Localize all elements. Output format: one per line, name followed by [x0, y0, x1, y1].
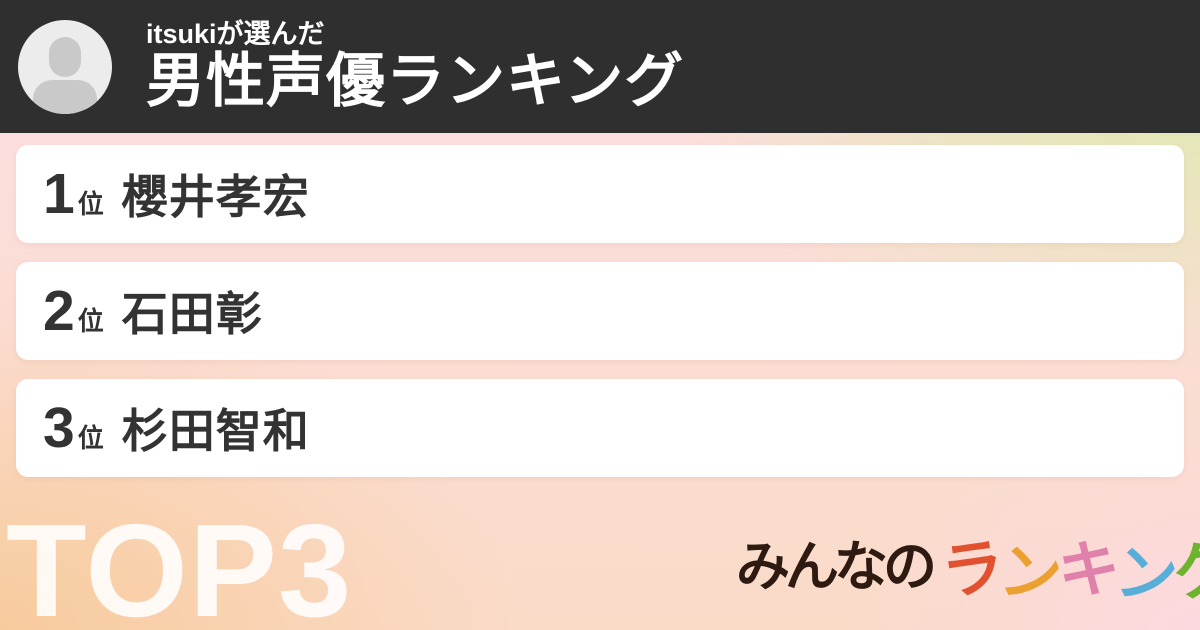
rank-number: 1: [43, 161, 75, 226]
logo-char: ラ: [937, 532, 1005, 609]
header-text: itsukiが選んだ 男性声優ランキング: [146, 19, 684, 114]
logo-char: グ: [1168, 531, 1200, 610]
header: itsukiが選んだ 男性声優ランキング: [0, 0, 1200, 133]
minna-no-ranking-logo: みんなの ラ ン キ ン グ: [736, 531, 1200, 613]
entry-name: 櫻井孝宏: [121, 171, 310, 223]
person-icon: [33, 36, 97, 114]
ranking-row-2: 2 位 石田彰: [16, 262, 1184, 360]
logo-prefix: みんなの: [736, 537, 937, 597]
ranking-row-3: 3 位 杉田智和: [16, 379, 1184, 477]
rank-badge: 1 位: [43, 161, 104, 226]
rank-number: 2: [43, 278, 75, 343]
ranking-row-1: 1 位 櫻井孝宏: [16, 145, 1184, 243]
rank-badge: 3 位: [43, 395, 104, 460]
logo-char: キ: [1056, 534, 1118, 607]
avatar: [18, 19, 112, 114]
rank-number: 3: [43, 395, 75, 460]
rank-suffix: 位: [77, 422, 104, 453]
logo-char: ン: [1112, 538, 1178, 613]
rank-suffix: 位: [77, 188, 104, 219]
page-title: 男性声優ランキング: [146, 48, 685, 115]
entry-name: 杉田智和: [121, 405, 310, 457]
header-subtitle: itsukiが選んだ: [146, 19, 325, 50]
top3-label: TOP3: [6, 497, 353, 630]
rank-badge: 2 位: [43, 278, 104, 343]
entry-name: 石田彰: [121, 288, 263, 340]
logo-char: ン: [995, 536, 1062, 613]
rank-suffix: 位: [77, 305, 104, 336]
